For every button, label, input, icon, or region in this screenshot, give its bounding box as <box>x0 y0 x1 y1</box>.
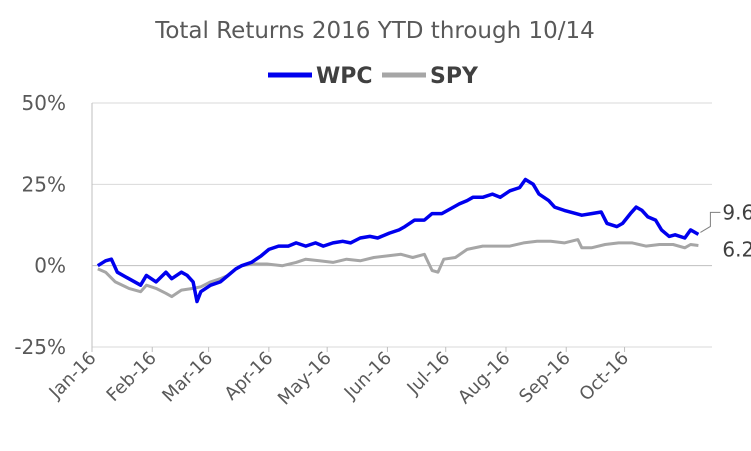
y-tick-label: 50% <box>22 91 66 115</box>
gridlines <box>92 102 712 348</box>
x-tick-label: Mar-16 <box>158 348 217 407</box>
x-tick-label: May-16 <box>274 348 336 410</box>
chart-title: Total Returns 2016 YTD through 10/14 <box>154 18 595 44</box>
end-labels: 9.6% 6.2% <box>700 200 751 261</box>
x-tick-label: Sep-16 <box>515 348 575 408</box>
end-label-wpc: 9.6% <box>722 200 751 224</box>
y-tick-label: 25% <box>22 172 66 196</box>
legend-label-spy: SPY <box>430 64 479 89</box>
y-tick-label: 0% <box>34 254 66 278</box>
x-tick-label: Feb-16 <box>103 348 161 406</box>
x-tick-label: Oct-16 <box>575 348 633 406</box>
series-line-wpc <box>96 177 700 304</box>
series-line-spy <box>97 238 699 299</box>
x-tick-label: Jun-16 <box>340 348 396 404</box>
plot-area <box>96 177 700 304</box>
y-axis-ticks: 50% 25% 0% -25% <box>14 91 66 359</box>
y-tick-label: -25% <box>14 335 66 359</box>
x-tick-label: Jul-16 <box>403 348 455 400</box>
legend-label-wpc: WPC <box>316 64 373 89</box>
x-tick-label: Apr-16 <box>221 348 278 405</box>
end-label-leader <box>700 211 721 233</box>
legend: WPC SPY <box>268 64 479 89</box>
x-tick-label: Aug-16 <box>454 348 514 408</box>
end-label-spy: 6.2% <box>722 237 751 261</box>
